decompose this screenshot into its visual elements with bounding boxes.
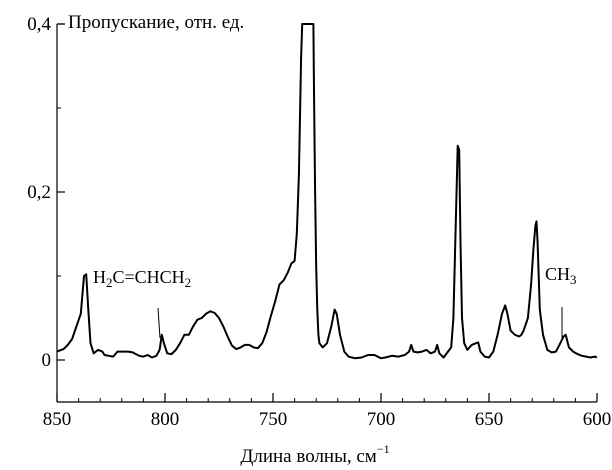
x-tick-label: 650 xyxy=(475,409,504,430)
y-tick-label: 0 xyxy=(42,350,52,371)
x-tick-label: 850 xyxy=(43,409,72,430)
x-ticks: 850 800 750 700 650 600 xyxy=(43,393,612,430)
annotation-text: C=CHCH xyxy=(113,267,185,287)
annotation-text: CH xyxy=(545,264,570,284)
x-tick-label: 800 xyxy=(151,409,180,430)
spectrum-line xyxy=(56,23,598,360)
y-ticks: 0 0,2 0,4 xyxy=(27,14,65,371)
annotation-subscript: 3 xyxy=(570,272,577,287)
annotation-subscript: 2 xyxy=(185,275,192,290)
x-tick-label: 600 xyxy=(583,409,612,430)
x-axis-title-main: Длина волны, см xyxy=(240,446,376,467)
annotation-label: CH3 xyxy=(545,264,577,287)
x-axis-title-superscript: −1 xyxy=(377,442,390,456)
annotation-subscript: 2 xyxy=(106,275,113,290)
annotations: H2C=CHCH2 CH3 xyxy=(93,264,577,339)
annotation-text: H xyxy=(93,267,106,287)
y-tick-label: 0,4 xyxy=(27,14,51,35)
annotation-label: H2C=CHCH2 xyxy=(93,267,191,290)
y-axis-title: Пропускание, отн. ед. xyxy=(68,12,244,33)
y-tick-label: 0,2 xyxy=(27,182,51,203)
x-axis-title: Длина волны, см−1 xyxy=(240,442,389,467)
x-tick-label: 700 xyxy=(367,409,396,430)
axes xyxy=(56,23,597,403)
x-tick-label: 750 xyxy=(259,409,288,430)
annotation-pointer xyxy=(157,307,161,339)
